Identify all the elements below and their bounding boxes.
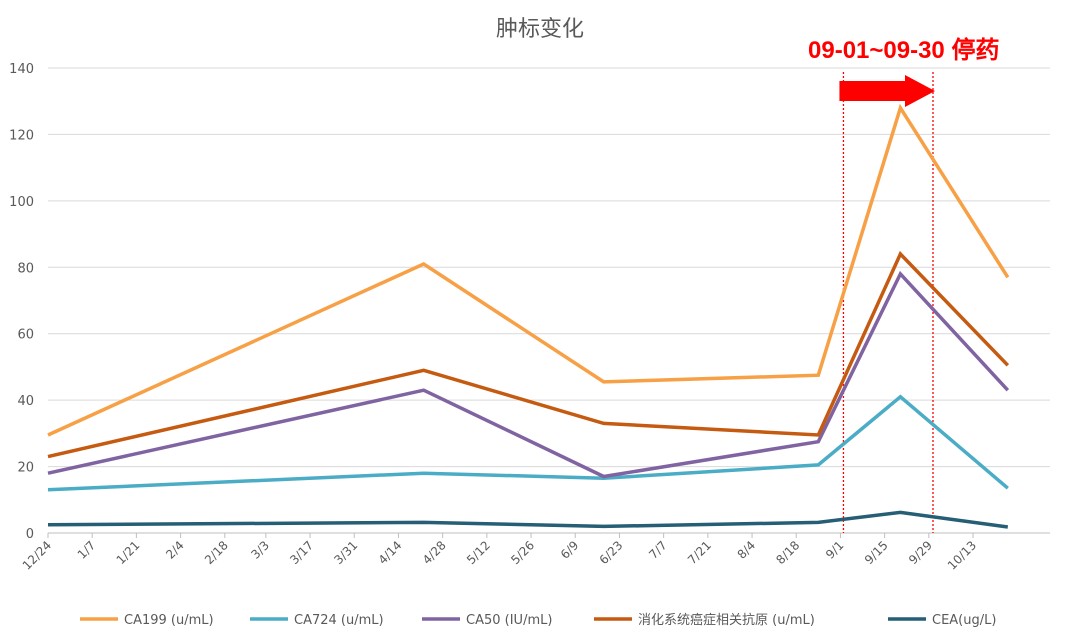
x-tick-label: 3/17 <box>287 538 316 567</box>
x-tick-label: 9/29 <box>906 538 935 567</box>
x-tick-label: 8/4 <box>735 538 759 562</box>
y-tick-label: 100 <box>9 195 34 210</box>
y-tick-label: 40 <box>17 394 34 409</box>
x-tick-label: 10/13 <box>945 538 979 572</box>
x-tick-label: 5/26 <box>508 538 537 567</box>
y-axis: 0 20 40 60 80 100 120 140 <box>9 62 34 542</box>
x-tick-label: 3/3 <box>248 538 272 562</box>
x-tick-label: 1/21 <box>114 538 143 567</box>
y-tick-label: 20 <box>17 461 34 476</box>
x-tick-label: 5/12 <box>464 538 493 567</box>
legend-label: CA50 (IU/mL) <box>466 613 552 628</box>
x-tick-label: 12/24 <box>20 538 54 572</box>
series-line <box>47 510 1009 529</box>
stop-medication-label: 09-01~09-30 停药 <box>808 36 999 64</box>
x-tick-label: 2/4 <box>163 538 187 562</box>
x-tick-label: 9/1 <box>823 538 847 562</box>
x-tick-label: 1/7 <box>75 538 99 562</box>
y-tick-label: 120 <box>9 128 34 143</box>
legend-label: CEA(ug/L) <box>932 613 996 628</box>
legend-label: CA724 (u/mL) <box>294 613 384 628</box>
x-tick-label: 6/9 <box>558 538 582 562</box>
legend: CA199 (u/mL) CA724 (u/mL) CA50 (IU/mL) 消化系统… <box>80 612 996 628</box>
series-lines <box>47 103 1010 529</box>
chart-title: 肿标变化 <box>496 17 584 42</box>
legend-label: CA199 (u/mL) <box>124 613 214 628</box>
x-tick-label: 7/21 <box>685 538 714 567</box>
gridlines <box>48 67 1050 534</box>
series-line <box>47 394 1009 492</box>
y-tick-label: 0 <box>26 527 34 542</box>
y-tick-label: 80 <box>17 261 34 276</box>
x-tick-label: 7/7 <box>646 538 670 562</box>
stop-medication-period <box>842 72 934 533</box>
series-line <box>47 103 1010 437</box>
x-tick-label: 2/18 <box>202 538 231 567</box>
arrow-right-icon <box>839 75 935 107</box>
x-tick-label: 6/23 <box>597 538 626 567</box>
series-line <box>47 250 1010 459</box>
x-tick-label: 9/15 <box>862 538 891 567</box>
x-tick-label: 8/18 <box>773 538 802 567</box>
x-tick-label: 4/28 <box>420 538 449 567</box>
y-tick-label: 60 <box>17 328 34 343</box>
x-tick-label: 4/14 <box>376 538 405 567</box>
legend-label: 消化系统癌症相关抗原 (u/mL) <box>638 612 815 628</box>
series-line <box>47 270 1010 479</box>
x-axis: 12/24 1/7 1/21 2/4 2/18 3/3 3/17 3/31 4/14 4/28 5/… <box>20 533 979 573</box>
y-tick-label: 140 <box>9 62 34 77</box>
x-tick-label: 3/31 <box>331 538 360 567</box>
arrow-shape <box>839 75 935 107</box>
